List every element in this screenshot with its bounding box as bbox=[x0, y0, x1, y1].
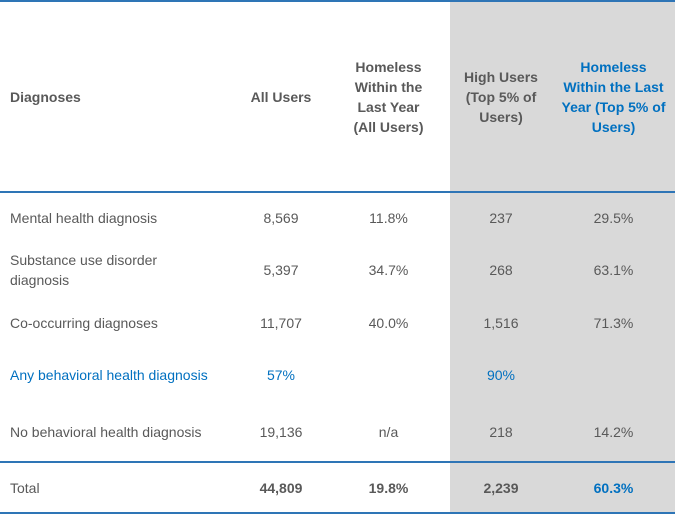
header-rule bbox=[0, 191, 675, 193]
total-all-users: 44,809 bbox=[259, 480, 303, 496]
cell-homeless-top: 29.5% bbox=[593, 210, 634, 226]
total-rule bbox=[0, 461, 675, 463]
row-label: Co-occurring diagnoses bbox=[10, 315, 158, 331]
cell-high-users: 90% bbox=[486, 367, 516, 383]
cell-homeless-all: 40.0% bbox=[368, 315, 409, 331]
cell-homeless-top: 14.2% bbox=[593, 424, 634, 440]
cell-homeless-all bbox=[327, 355, 450, 395]
cell-homeless-top bbox=[552, 355, 675, 395]
header-all-users: All Users bbox=[250, 88, 312, 105]
cell-homeless-all: n/a bbox=[378, 424, 399, 440]
header-homeless-all-users: Homeless Within the Last Year (All Users… bbox=[353, 58, 424, 135]
cell-high-users: 218 bbox=[489, 424, 513, 440]
cell-homeless-all: 34.7% bbox=[368, 262, 409, 278]
cell-homeless-top: 71.3% bbox=[593, 315, 634, 331]
cell-homeless-all: 11.8% bbox=[369, 210, 408, 226]
bottom-rule bbox=[0, 512, 675, 514]
header-diagnoses: Diagnoses bbox=[10, 88, 81, 105]
cell-all-users: 19,136 bbox=[259, 424, 303, 440]
header-high-users: High Users (Top 5% of Users) bbox=[464, 68, 538, 125]
cell-homeless-top: 63.1% bbox=[593, 262, 634, 278]
row-label: Mental health diagnosis bbox=[10, 210, 158, 226]
header-homeless-top-users: Homeless Within the Last Year (Top 5% of… bbox=[561, 58, 666, 135]
cell-all-users: 57% bbox=[266, 367, 296, 383]
row-label: Any behavioral health diagnosis bbox=[10, 367, 208, 383]
total-homeless-all: 19.8% bbox=[368, 480, 409, 496]
cell-high-users: 1,516 bbox=[483, 315, 519, 331]
top-rule bbox=[0, 0, 675, 2]
row-label: Substance use disorder diagnosis bbox=[10, 252, 158, 288]
top-users-shaded-band bbox=[450, 2, 675, 512]
total-label: Total bbox=[10, 480, 40, 496]
cell-all-users: 5,397 bbox=[263, 262, 299, 278]
cell-high-users: 237 bbox=[489, 210, 513, 226]
row-label: No behavioral health diagnosis bbox=[10, 424, 202, 440]
total-homeless-top: 60.3% bbox=[593, 480, 634, 496]
cell-high-users: 268 bbox=[489, 262, 513, 278]
total-high-users: 2,239 bbox=[483, 480, 519, 496]
cell-all-users: 11,707 bbox=[260, 315, 302, 331]
cell-all-users: 8,569 bbox=[263, 210, 299, 226]
